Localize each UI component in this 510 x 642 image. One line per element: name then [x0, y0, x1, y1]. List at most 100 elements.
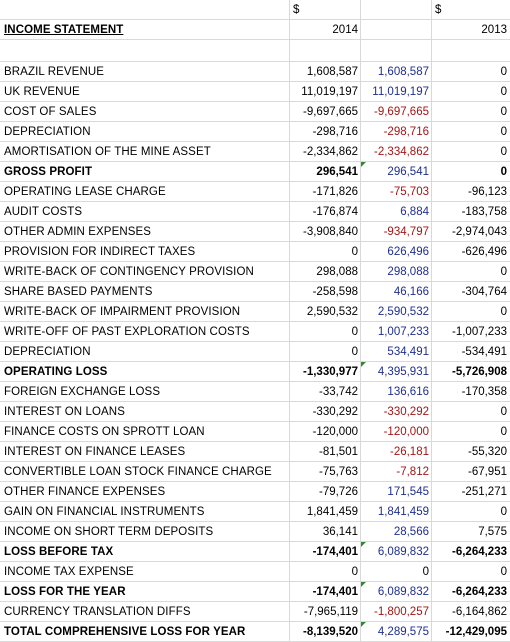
value-2013-cell[interactable]: 0 — [500, 146, 507, 158]
row-label-cell[interactable]: OTHER FINANCE EXPENSES — [0, 482, 290, 502]
value-2013-cell[interactable]: -5,726,908 — [452, 366, 507, 378]
value-2013-cell[interactable]: -67,951 — [467, 466, 507, 478]
value-2014-cell[interactable]: 0 — [290, 342, 361, 362]
row-label-cell[interactable]: AUDIT COSTS — [0, 202, 290, 222]
row-label-cell[interactable]: DEPRECIATION — [0, 122, 290, 142]
year-2013-header[interactable]: 2013 — [481, 24, 507, 36]
value-2014-cell[interactable]: 11,019,197 — [290, 82, 361, 102]
value-2013-cell[interactable]: 0 — [500, 426, 507, 438]
value-2014-cell[interactable]: 1,608,587 — [290, 62, 361, 82]
variance-cell[interactable]: 296,541 — [361, 162, 432, 182]
income-statement-title-cell[interactable]: INCOME STATEMENT — [0, 20, 290, 40]
variance-cell[interactable]: 1,007,233 — [361, 322, 432, 342]
row-label-cell[interactable]: GAIN ON FINANCIAL INSTRUMENTS — [0, 502, 290, 522]
value-2014-cell[interactable]: 0 — [290, 322, 361, 342]
variance-cell[interactable]: 6,884 — [361, 202, 432, 222]
value-2013-cell[interactable]: -170,358 — [461, 386, 507, 398]
variance-cell[interactable]: -9,697,665 — [361, 102, 432, 122]
row-label-cell[interactable]: BRAZIL REVENUE — [0, 62, 290, 82]
variance-cell[interactable]: 4,395,931 — [361, 362, 432, 382]
variance-cell[interactable]: 6,089,832 — [361, 582, 432, 602]
row-label-cell[interactable]: CURRENCY TRANSLATION DIFFS — [0, 602, 290, 622]
variance-cell[interactable]: -26,181 — [361, 442, 432, 462]
value-2014-cell[interactable]: -1,330,977 — [290, 362, 361, 382]
value-2013-cell[interactable]: -6,264,233 — [452, 546, 507, 558]
currency-2013-cell[interactable]: $ — [435, 4, 442, 16]
variance-cell[interactable]: -120,000 — [361, 422, 432, 442]
value-2013-cell[interactable]: 0 — [500, 106, 507, 118]
value-2014-cell[interactable]: -120,000 — [290, 422, 361, 442]
variance-cell[interactable]: -934,797 — [361, 222, 432, 242]
value-2013-cell[interactable]: 0 — [500, 566, 507, 578]
row-label-cell[interactable]: WRITE-OFF OF PAST EXPLORATION COSTS — [0, 322, 290, 342]
value-2013-cell[interactable]: -6,164,862 — [452, 606, 507, 618]
variance-cell[interactable]: -2,334,862 — [361, 142, 432, 162]
value-2013-cell[interactable]: 0 — [500, 86, 507, 98]
row-label-cell[interactable]: OPERATING LOSS — [0, 362, 290, 382]
value-2014-cell[interactable]: 0 — [290, 562, 361, 582]
variance-cell[interactable]: -7,812 — [361, 462, 432, 482]
value-2014-cell[interactable]: -330,292 — [290, 402, 361, 422]
value-2013-cell[interactable]: -96,123 — [467, 186, 507, 198]
row-label-cell[interactable]: PROVISION FOR INDIRECT TAXES — [0, 242, 290, 262]
value-2014-cell[interactable]: 296,541 — [290, 162, 361, 182]
row-label-cell[interactable]: GROSS PROFIT — [0, 162, 290, 182]
value-2014-cell[interactable]: -33,742 — [290, 382, 361, 402]
value-2014-cell[interactable]: -79,726 — [290, 482, 361, 502]
variance-cell[interactable]: 2,590,532 — [361, 302, 432, 322]
currency-2014-cell[interactable]: $ — [290, 0, 361, 20]
row-label-cell[interactable]: TOTAL COMPREHENSIVE LOSS FOR YEAR — [0, 622, 290, 642]
value-2013-cell[interactable]: -55,320 — [467, 446, 507, 458]
row-label-cell[interactable]: WRITE-BACK OF CONTINGENCY PROVISION — [0, 262, 290, 282]
row-label-cell[interactable]: LOSS BEFORE TAX — [0, 542, 290, 562]
variance-cell[interactable]: 0 — [361, 562, 432, 582]
empty-cell[interactable] — [432, 40, 510, 62]
empty-cell[interactable] — [0, 40, 290, 62]
row-label-cell[interactable]: WRITE-BACK OF IMPAIRMENT PROVISION — [0, 302, 290, 322]
value-2013-cell[interactable]: 0 — [500, 126, 507, 138]
value-2013-cell[interactable]: -1,007,233 — [452, 326, 507, 338]
value-2014-cell[interactable]: -7,965,119 — [290, 602, 361, 622]
variance-cell[interactable]: 136,616 — [361, 382, 432, 402]
row-label-cell[interactable]: OTHER ADMIN EXPENSES — [0, 222, 290, 242]
value-2013-cell[interactable]: 0 — [500, 306, 507, 318]
value-2014-cell[interactable]: -8,139,520 — [290, 622, 361, 642]
value-2013-cell[interactable]: 0 — [500, 506, 507, 518]
row-label-cell[interactable]: SHARE BASED PAYMENTS — [0, 282, 290, 302]
variance-cell[interactable]: 4,289,575 — [361, 622, 432, 642]
value-2014-cell[interactable]: -81,501 — [290, 442, 361, 462]
value-2013-cell[interactable]: -251,271 — [461, 486, 507, 498]
empty-cell[interactable] — [361, 0, 432, 20]
empty-cell[interactable] — [361, 20, 432, 40]
year-2014-header[interactable]: 2014 — [290, 20, 361, 40]
row-label-cell[interactable]: CONVERTIBLE LOAN STOCK FINANCE CHARGE — [0, 462, 290, 482]
variance-cell[interactable]: 1,841,459 — [361, 502, 432, 522]
variance-cell[interactable]: 46,166 — [361, 282, 432, 302]
value-2014-cell[interactable]: -9,697,665 — [290, 102, 361, 122]
value-2014-cell[interactable]: 2,590,532 — [290, 302, 361, 322]
value-2014-cell[interactable]: -3,908,840 — [290, 222, 361, 242]
value-2014-cell[interactable]: 36,141 — [290, 522, 361, 542]
variance-cell[interactable]: -298,716 — [361, 122, 432, 142]
value-2013-cell[interactable]: 0 — [500, 406, 507, 418]
value-2013-cell[interactable]: -6,264,233 — [452, 586, 507, 598]
value-2013-cell[interactable]: 0 — [500, 266, 507, 278]
value-2014-cell[interactable]: -174,401 — [290, 542, 361, 562]
row-label-cell[interactable]: OPERATING LEASE CHARGE — [0, 182, 290, 202]
value-2014-cell[interactable]: 1,841,459 — [290, 502, 361, 522]
value-2014-cell[interactable]: 298,088 — [290, 262, 361, 282]
value-2013-cell[interactable]: -304,764 — [461, 286, 507, 298]
row-label-cell[interactable]: INCOME ON SHORT TERM DEPOSITS — [0, 522, 290, 542]
value-2013-cell[interactable]: 0 — [500, 166, 507, 178]
variance-cell[interactable]: -330,292 — [361, 402, 432, 422]
variance-cell[interactable]: 6,089,832 — [361, 542, 432, 562]
value-2014-cell[interactable]: -75,763 — [290, 462, 361, 482]
empty-cell[interactable] — [0, 0, 290, 20]
value-2013-cell[interactable]: -12,429,095 — [445, 626, 507, 638]
value-2014-cell[interactable]: -171,826 — [290, 182, 361, 202]
variance-cell[interactable]: 626,496 — [361, 242, 432, 262]
value-2013-cell[interactable]: -534,491 — [461, 346, 507, 358]
variance-cell[interactable]: 298,088 — [361, 262, 432, 282]
value-2013-cell[interactable]: 7,575 — [478, 526, 507, 538]
row-label-cell[interactable]: INTEREST ON LOANS — [0, 402, 290, 422]
